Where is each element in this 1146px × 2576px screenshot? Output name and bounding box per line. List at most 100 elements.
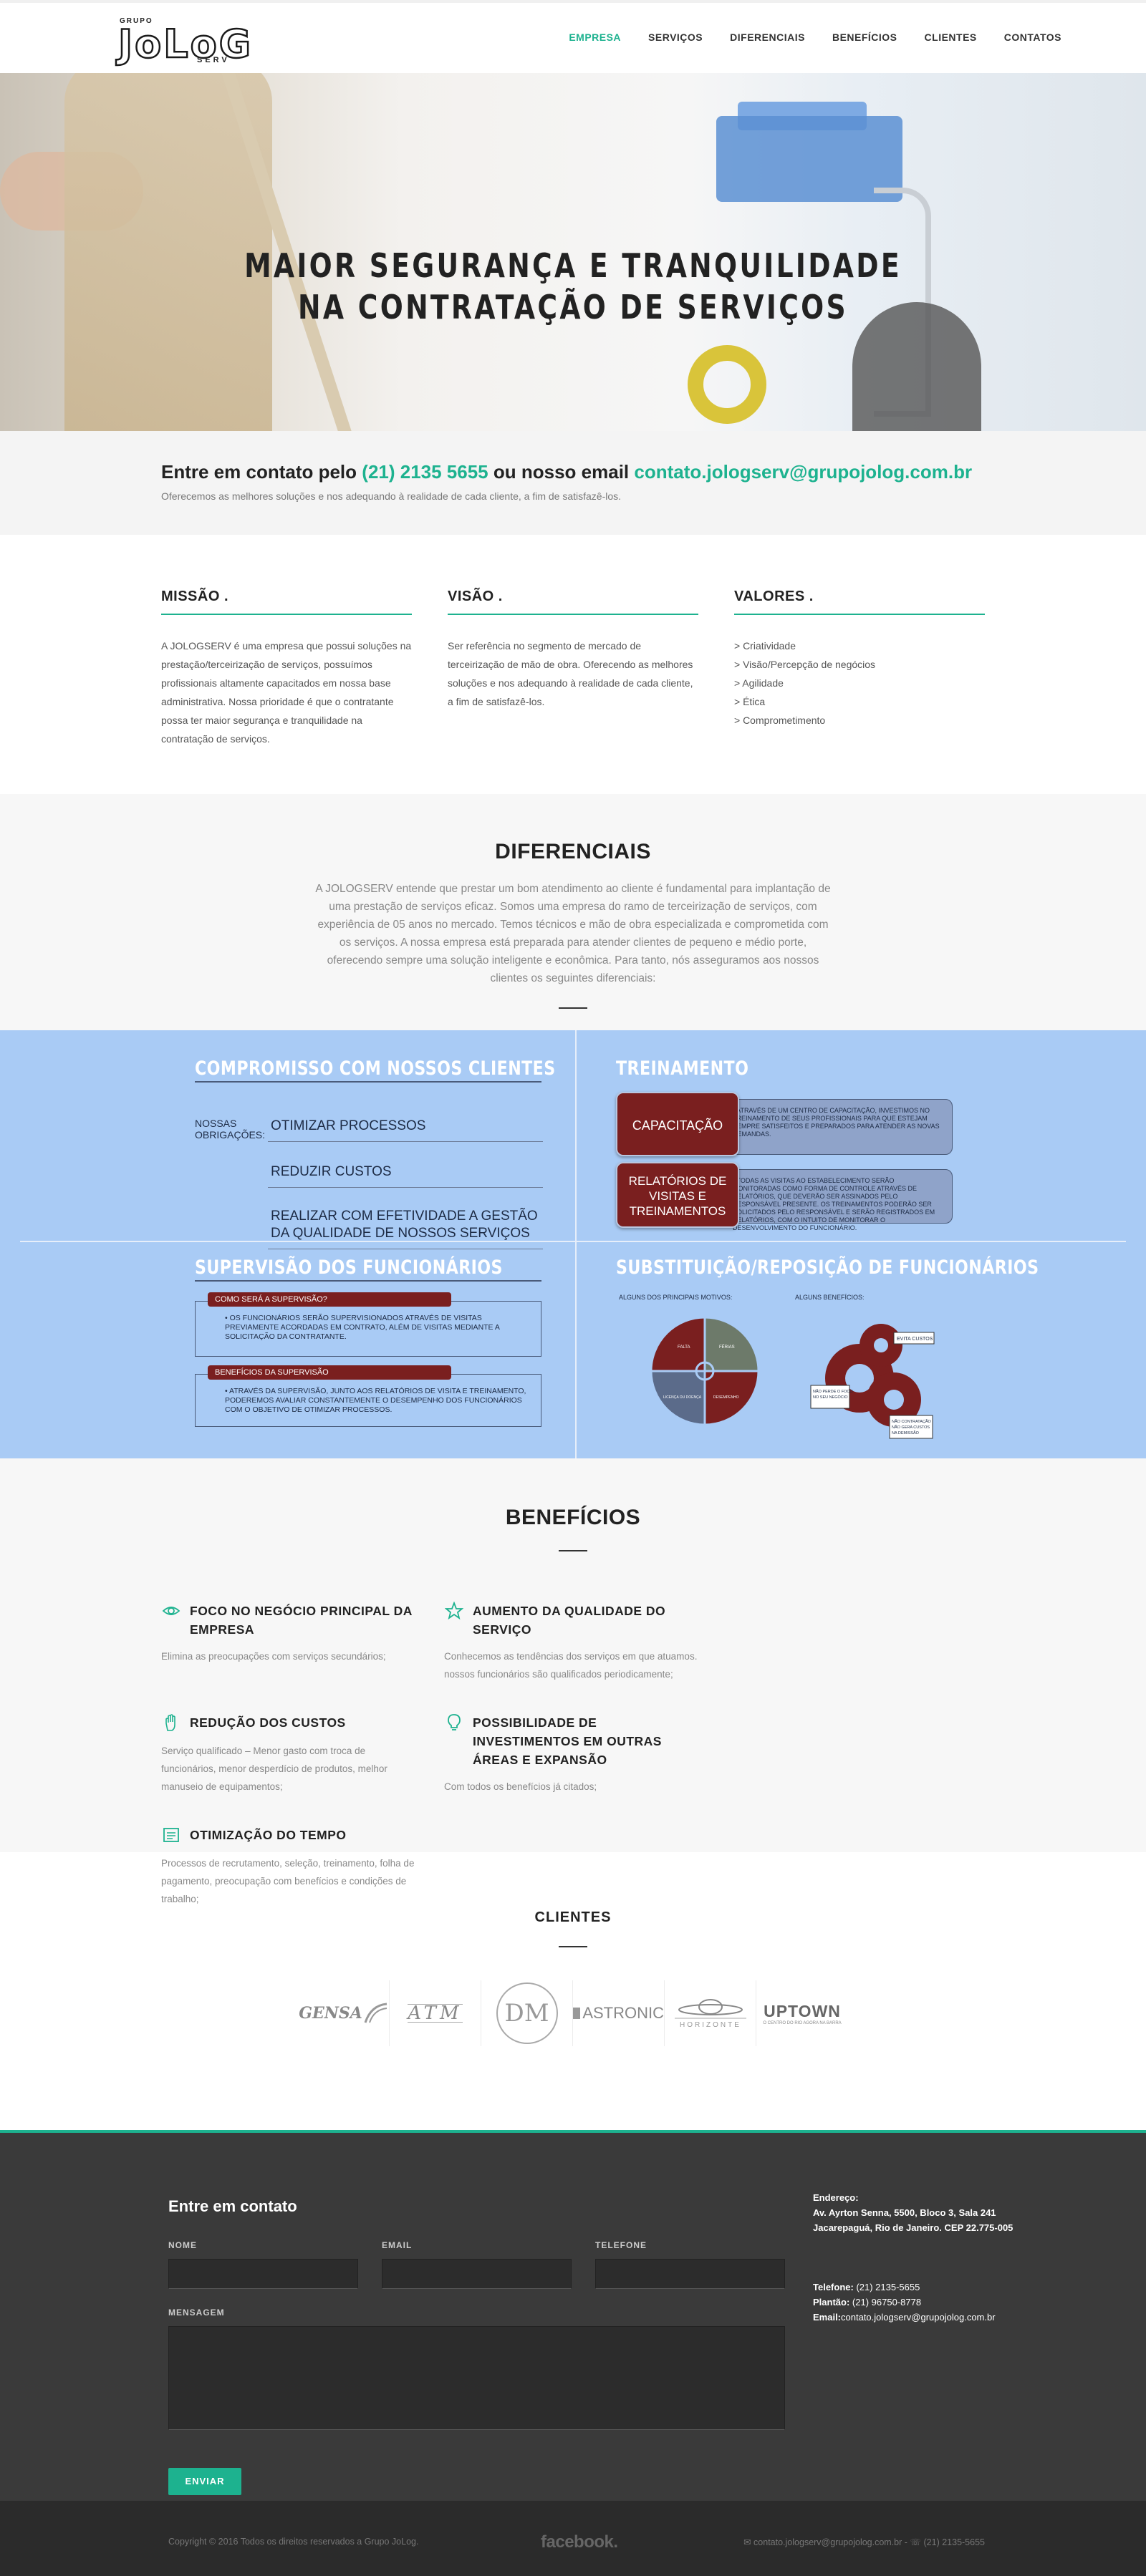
email-info-value[interactable]: contato.jologserv@grupojolog.com.br [841,2312,996,2323]
copyright-text: Copyright © 2016 Todos os direitos reser… [168,2537,419,2547]
diferenciais-infographic: COMPROMISSO COM NOSSOS CLIENTES NOSSAS O… [0,1030,1146,1458]
motivos-label: ALGUNS DOS PRINCIPAIS MOTIVOS: [619,1294,733,1301]
mission-section: MISSÃO . A JOLOGSERV é uma empresa que p… [0,535,1146,794]
panel-compromisso-title: COMPROMISSO COM NOSSOS CLIENTES [195,1057,556,1080]
gear-label-foco: NÃO PERDE O FOCO [813,1389,853,1394]
mensagem-label: MENSAGEM [168,2308,225,2318]
pie-slice-desempenho [703,1370,760,1426]
pie-label-licenca: LICENÇA OU DOENÇA [663,1395,702,1400]
nome-field[interactable] [168,2259,358,2289]
address-block: Endereço: Av. Ayrton Senna, 5500, Bloco … [813,2190,1028,2325]
gear-label-contratacao: NÃO CONTRATAÇÃO [892,1419,932,1424]
section-divider [559,1550,587,1551]
capacitacao-description: • ATRAVÉS DE UM CENTRO DE CAPACITAÇÃO, I… [723,1099,953,1155]
facebook-link[interactable]: facebook. [541,2532,618,2552]
address-text: Av. Ayrton Senna, 5500, Bloco 3, Sala 24… [813,2207,1013,2233]
contact-middle: ou nosso email [493,461,630,483]
panel-underline [195,1280,541,1282]
client-logo-atm[interactable]: ATM [390,1980,481,2046]
beneficios-label: ALGUNS BENEFÍCIOS: [795,1294,865,1301]
client-logo-astronic[interactable]: ASTRONIC [573,1980,665,2046]
form-title: Entre em contato [168,2197,297,2215]
obrigacoes-label: NOSSAS OBRIGAÇÕES: [195,1118,266,1141]
nav-contatos[interactable]: CONTATOS [1003,32,1061,43]
hero-banner: MAIOR SEGURANÇA E TRANQUILIDADE NA CONTR… [0,73,1146,431]
beneficio-item: FOCO NO NEGÓCIO PRINCIPAL DA EMPRESA Eli… [161,1602,444,1683]
panel-underline [195,1081,541,1083]
missao-column: MISSÃO . A JOLOGSERV é uma empresa que p… [161,589,412,748]
contact-band: Entre em contato pelo (21) 2135 5655 ou … [0,431,1146,535]
site-footer: Copyright © 2016 Todos os direitos reser… [0,2501,1146,2576]
obrigacao-item: REALIZAR COM EFETIVIDADE A GESTÃO DA QUA… [268,1208,543,1249]
gear-label-evita: EVITA CUSTOS [897,1337,933,1342]
nav-empresa[interactable]: EMPRESA [569,32,622,43]
clientes-logos: GENSA ATM DM ASTRONIC HORIZONTE UPTOWN O… [0,1980,1146,2046]
section-divider [559,1946,587,1947]
pie-label-ferias: FÉRIAS [719,1345,735,1350]
supervisao-tag-como: COMO SERÁ A SUPERVISÃO? [208,1292,451,1307]
beneficio-title: FOCO NO NEGÓCIO PRINCIPAL DA EMPRESA [190,1604,413,1637]
contact-form-section: Entre em contato NOME EMAIL TELEFONE MEN… [0,2133,1146,2501]
client-logo-dm[interactable]: DM [481,1980,573,2046]
logo-grupo: GRUPO [120,17,153,25]
pie-label-falta: FALTA [678,1345,690,1350]
address-label: Endereço: [813,2192,859,2203]
beneficio-item: REDUÇÃO DOS CUSTOS Serviço qualificado –… [161,1713,444,1796]
email-info-label: Email: [813,2312,842,2323]
infographic-horizontal-divider [20,1241,1126,1242]
eye-icon [161,1602,181,1622]
pie-slice-licenca [650,1370,706,1426]
infographic-vertical-divider [575,1030,577,1458]
nav-clientes[interactable]: CLIENTES [924,32,977,43]
motivos-pie-chart: FALTA FÉRIAS LICENÇA OU DOENÇA DESEMPENH… [650,1316,760,1426]
jolog-logo[interactable]: GRUPO JoLoG SERV [117,16,252,67]
nav-servicos[interactable]: SERVIÇOS [648,32,703,43]
panel-substituicao-title: SUBSTITUIÇÃO/REPOSIÇÃO DE FUNCIONÁRIOS [616,1256,1039,1279]
contact-headline: Entre em contato pelo (21) 2135 5655 ou … [161,461,985,483]
valores-item: > Ética [734,696,766,707]
svg-text:NÃO GERA CUSTOS: NÃO GERA CUSTOS [892,1425,930,1430]
supervisao-text-2: • ATRAVÉS DA SUPERVISÃO, JUNTO AOS RELAT… [225,1387,526,1414]
email-field[interactable] [382,2259,572,2289]
mensagem-field[interactable] [168,2326,785,2430]
client-logo-uptown[interactable]: UPTOWN O CENTRO DO RIO AGORA NA BARRA [763,2001,842,2025]
panel-supervisao-title: SUPERVISÃO DOS FUNCIONÁRIOS [195,1256,503,1279]
beneficio-title: OTIMIZAÇÃO DO TEMPO [190,1828,347,1842]
diferenciais-section: DIFERENCIAIS A JOLOGSERV entende que pre… [0,794,1146,1030]
visao-column: VISÃO . Ser referência no segmento de me… [448,589,698,748]
contact-prefix: Entre em contato pelo [161,461,357,483]
valores-item: > Visão/Percepção de negócios [734,659,876,670]
panel-substituicao: SUBSTITUIÇÃO/REPOSIÇÃO DE FUNCIONÁRIOS A… [616,1256,1039,1439]
plantao-value: (21) 96750-8778 [852,2297,922,2308]
panel-supervisao: SUPERVISÃO DOS FUNCIONÁRIOS COMO SERÁ A … [195,1256,546,1427]
beneficios-title: BENEFÍCIOS [505,1506,641,1529]
valores-item: > Criatividade [734,640,796,652]
hero-photo-mop [852,302,981,431]
valores-list: > Criatividade > Visão/Percepção de negó… [734,636,985,730]
diferenciais-text: A JOLOGSERV entende que prestar um bom a… [315,883,831,984]
astronic-mark [573,2008,581,2019]
beneficios-grid: FOCO NO NEGÓCIO PRINCIPAL DA EMPRESA Eli… [161,1601,985,1938]
beneficio-title: REDUÇÃO DOS CUSTOS [190,1715,346,1730]
logo-serv: SERV [197,56,230,64]
beneficios-gears: EVITA CUSTOS NÃO PERDE O FOCO NO SEU NEG… [810,1324,935,1439]
document-icon [161,1826,181,1846]
contact-email-link[interactable]: contato.jologserv@grupojolog.com.br [634,461,973,483]
nav-diferenciais[interactable]: DIFERENCIAIS [730,32,805,43]
valores-title: VALORES . [734,589,985,615]
contact-phone-link[interactable]: (21) 2135 5655 [362,461,488,483]
send-button[interactable]: ENVIAR [168,2468,241,2495]
visao-text: Ser referência no segmento de mercado de… [448,640,693,707]
client-logo-gensa[interactable]: GENSA [298,1980,390,2046]
beneficio-title: AUMENTO DA QUALIDADE DO SERVIÇO [473,1604,666,1637]
hero-photo-wheel [688,345,766,424]
hero-photo-cart [716,116,902,202]
hero-title: MAIOR SEGURANÇA E TRANQUILIDADE NA CONTR… [103,245,1043,328]
nav-beneficios[interactable]: BENEFÍCIOS [832,32,897,43]
plantao-label: Plantão: [813,2297,850,2308]
relatorios-description: • TODAS AS VISITAS AO ESTABELECIMENTO SE… [723,1169,953,1231]
panel-treinamento: TREINAMENTO • ATRAVÉS DE UM CENTRO DE CA… [616,1057,974,1231]
pie-label-desempenho: DESEMPENHO [713,1395,739,1400]
telefone-field[interactable] [595,2259,785,2289]
client-logo-horizonte[interactable]: HORIZONTE [665,1980,756,2046]
